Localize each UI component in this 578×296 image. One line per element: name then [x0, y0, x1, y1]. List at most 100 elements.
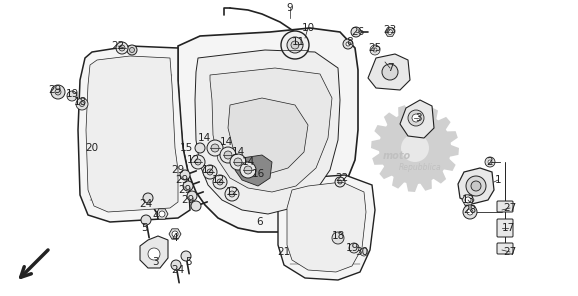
FancyBboxPatch shape: [497, 201, 513, 212]
Text: 17: 17: [501, 223, 514, 233]
Circle shape: [463, 205, 477, 219]
Text: 3: 3: [414, 113, 421, 123]
Circle shape: [76, 98, 88, 110]
Circle shape: [412, 114, 420, 122]
Polygon shape: [458, 168, 494, 204]
Polygon shape: [425, 107, 438, 120]
Circle shape: [195, 143, 205, 153]
Text: 21: 21: [277, 247, 291, 257]
Text: 29: 29: [171, 165, 184, 175]
Circle shape: [116, 42, 128, 54]
Circle shape: [225, 187, 239, 201]
Polygon shape: [446, 131, 458, 143]
Text: 16: 16: [251, 169, 265, 179]
Text: 9: 9: [287, 3, 293, 13]
Text: 27: 27: [503, 247, 517, 257]
Polygon shape: [449, 144, 459, 157]
Circle shape: [244, 166, 252, 174]
Polygon shape: [140, 236, 168, 268]
Text: 14: 14: [242, 157, 255, 167]
Text: 5: 5: [142, 223, 149, 233]
Circle shape: [338, 180, 342, 184]
Circle shape: [408, 110, 424, 126]
Text: 14: 14: [197, 133, 210, 143]
Circle shape: [171, 260, 181, 270]
Circle shape: [180, 170, 190, 180]
Text: 11: 11: [291, 37, 305, 47]
Polygon shape: [433, 170, 446, 184]
Text: 4: 4: [153, 211, 160, 221]
Circle shape: [382, 64, 398, 80]
Polygon shape: [379, 166, 393, 179]
Text: 20: 20: [86, 143, 99, 153]
Circle shape: [119, 45, 125, 51]
Text: 29: 29: [179, 185, 192, 195]
Polygon shape: [178, 28, 358, 232]
Text: 7: 7: [387, 63, 393, 73]
Circle shape: [127, 45, 137, 55]
Text: 28: 28: [464, 205, 477, 215]
Circle shape: [51, 85, 65, 99]
Circle shape: [80, 102, 84, 107]
Text: 1: 1: [495, 175, 501, 185]
Polygon shape: [86, 56, 178, 212]
FancyBboxPatch shape: [497, 219, 513, 237]
Circle shape: [141, 215, 151, 225]
Circle shape: [240, 162, 256, 178]
Circle shape: [181, 251, 191, 261]
Polygon shape: [371, 139, 381, 152]
Circle shape: [191, 155, 205, 169]
Circle shape: [466, 176, 486, 196]
Circle shape: [203, 165, 217, 179]
Polygon shape: [195, 50, 340, 214]
Circle shape: [183, 181, 193, 191]
Circle shape: [360, 248, 368, 256]
Circle shape: [172, 231, 178, 237]
Circle shape: [217, 179, 223, 185]
Polygon shape: [287, 182, 366, 272]
Text: 27: 27: [503, 203, 517, 213]
Circle shape: [143, 193, 153, 203]
Circle shape: [230, 154, 246, 170]
Polygon shape: [420, 179, 432, 191]
Polygon shape: [443, 158, 455, 171]
Circle shape: [373, 48, 377, 52]
Text: 22: 22: [112, 41, 125, 51]
FancyBboxPatch shape: [497, 243, 513, 254]
Polygon shape: [412, 104, 424, 114]
Circle shape: [213, 175, 227, 189]
Circle shape: [488, 160, 492, 164]
Circle shape: [351, 27, 361, 37]
Text: 8: 8: [347, 37, 353, 47]
Circle shape: [349, 243, 359, 253]
Text: 10: 10: [302, 23, 314, 33]
Circle shape: [379, 112, 451, 184]
Polygon shape: [398, 105, 410, 117]
Text: 14: 14: [220, 137, 232, 147]
Text: 24: 24: [171, 265, 184, 275]
Circle shape: [191, 201, 201, 211]
Text: Repubblica: Repubblica: [399, 163, 442, 173]
Circle shape: [346, 42, 350, 46]
Circle shape: [335, 177, 345, 187]
Circle shape: [465, 197, 471, 203]
Polygon shape: [400, 100, 434, 138]
Circle shape: [471, 181, 481, 191]
Circle shape: [287, 37, 303, 53]
Polygon shape: [384, 112, 397, 126]
Text: 29: 29: [181, 195, 195, 205]
Text: 24: 24: [139, 199, 153, 209]
Text: 22: 22: [335, 173, 349, 183]
Polygon shape: [406, 182, 418, 192]
Circle shape: [485, 157, 495, 167]
Polygon shape: [392, 176, 405, 189]
Text: 29: 29: [175, 175, 188, 185]
Circle shape: [229, 191, 235, 197]
Text: 26: 26: [351, 27, 365, 37]
Text: 23: 23: [383, 25, 397, 35]
Text: 19: 19: [346, 243, 358, 253]
Text: 6: 6: [257, 217, 264, 227]
Circle shape: [281, 31, 309, 59]
Text: 13: 13: [461, 195, 475, 205]
Circle shape: [234, 158, 242, 166]
